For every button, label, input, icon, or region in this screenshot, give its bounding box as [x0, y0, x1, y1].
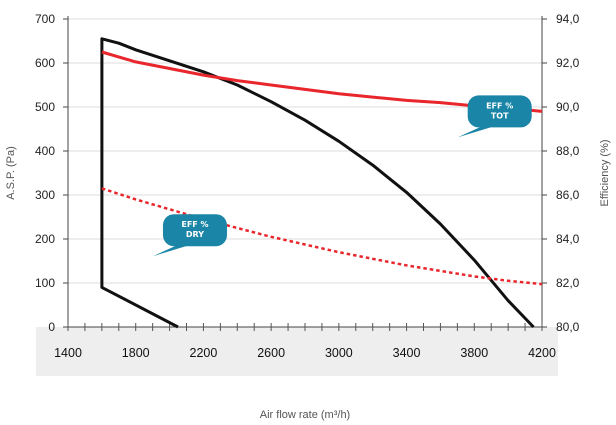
x-tick-label: 4200 — [528, 346, 556, 360]
annotation-pointer — [152, 245, 189, 257]
annotation-box — [467, 95, 532, 128]
annotation-box — [162, 214, 227, 247]
x-tick-label: 1400 — [54, 346, 82, 360]
x-tick-label: 2200 — [190, 346, 218, 360]
y-left-tick-label: 100 — [35, 276, 55, 290]
series-line-asp — [100, 37, 535, 329]
y-right-tick-label: 80,0 — [556, 320, 580, 334]
x-tick-label: 3000 — [325, 346, 353, 360]
annotation-dry: EFF %DRY — [152, 214, 227, 257]
x-tick-label: 3400 — [393, 346, 421, 360]
x-tick-label: 1800 — [122, 346, 150, 360]
y-left-tick-label: 200 — [35, 232, 55, 246]
y-right-tick-label: 84,0 — [556, 232, 580, 246]
annotation-tot: EFF %TOT — [457, 95, 532, 138]
y-right-tick-label: 82,0 — [556, 276, 580, 290]
annotation-text: EFF % — [181, 220, 208, 229]
x-axis-band — [36, 327, 558, 376]
y-right-tick-label: 92,0 — [556, 56, 580, 70]
y-left-tick-label: 500 — [35, 100, 55, 114]
y-axis-right-title: Efficiency (%) — [599, 139, 611, 206]
annotation-pointer — [457, 126, 494, 138]
annotation-text: TOT — [491, 111, 509, 120]
y-right-tick-label: 90,0 — [556, 100, 580, 114]
y-left-tick-label: 300 — [35, 188, 55, 202]
y-left-tick-label: 400 — [35, 144, 55, 158]
y-left-tick-label: 700 — [35, 12, 55, 26]
annotation-text: EFF % — [486, 101, 513, 110]
y-right-tick-label: 88,0 — [556, 144, 580, 158]
y-right-tick-label: 86,0 — [556, 188, 580, 202]
y-left-tick-label: 0 — [48, 320, 55, 334]
axes — [63, 16, 547, 331]
annotation-text: DRY — [186, 230, 204, 239]
y-left-tick-label: 600 — [35, 56, 55, 70]
x-tick-label: 2600 — [257, 346, 285, 360]
series-line-eff_dry — [101, 187, 543, 286]
data-series — [100, 37, 543, 329]
y-axis-left-title: A.S.P. (Pa) — [5, 146, 17, 200]
x-axis-title: Air flow rate (m³/h) — [260, 409, 350, 421]
y-right-tick-label: 94,0 — [556, 12, 580, 26]
x-tick-label: 3800 — [460, 346, 488, 360]
tick-labels: 0 100 200 300 400 500 600 700 80,0 82,0 84,0 86,0 88… — [35, 12, 580, 360]
